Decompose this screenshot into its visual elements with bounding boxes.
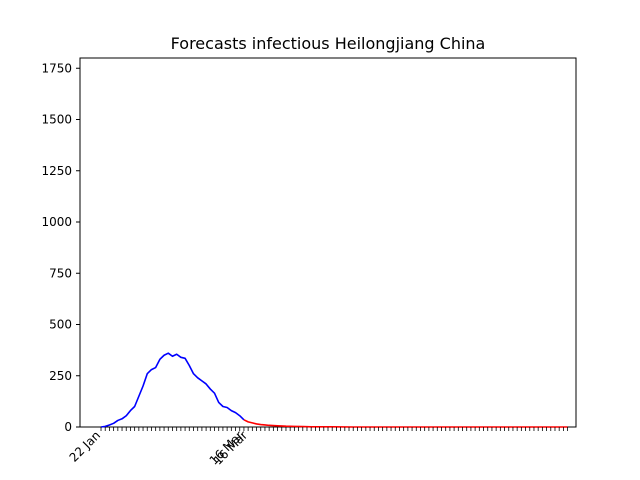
y-tick-label: 1750 bbox=[41, 61, 72, 75]
series-layer bbox=[100, 352, 568, 428]
chart-title: Forecasts infectious Heilongjiang China bbox=[171, 34, 486, 53]
y-tick-label: 1250 bbox=[41, 164, 72, 178]
y-tick-label: 1000 bbox=[41, 215, 72, 229]
y-tick-label: 750 bbox=[49, 266, 72, 280]
series-line-red bbox=[243, 419, 568, 428]
y-tick-label: 1500 bbox=[41, 113, 72, 127]
x-tick-label: 22 Jan bbox=[67, 428, 103, 464]
y-axis: 0 250 500 750 1000 1250 1500 1750 bbox=[41, 61, 80, 434]
series-line-blue bbox=[100, 352, 245, 428]
y-tick-label: 250 bbox=[49, 369, 72, 383]
y-tick-label: 0 bbox=[64, 420, 72, 434]
y-tick-label: 500 bbox=[49, 318, 72, 332]
plot-frame bbox=[79, 57, 577, 428]
